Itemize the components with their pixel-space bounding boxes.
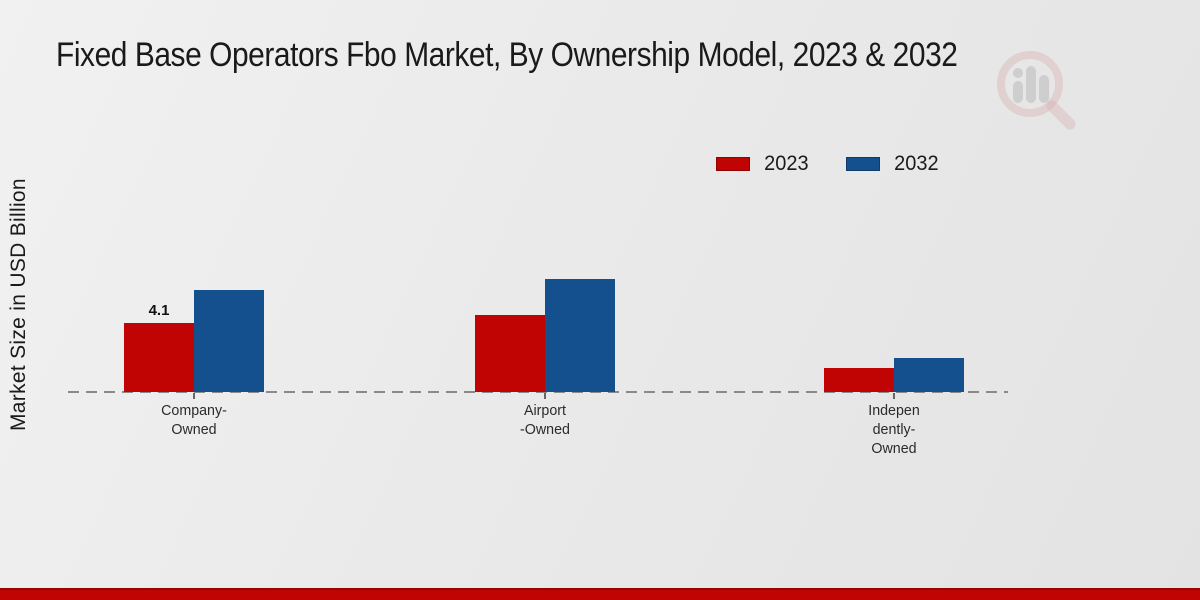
brand-watermark-logo [992,48,1087,133]
bar-2032-airport-owned [545,279,615,392]
legend: 2023 2032 [716,152,939,176]
legend-label-2032: 2032 [893,152,939,175]
x-axis-baseline [68,391,1008,393]
category-label-company-owned: Company- Owned [161,402,227,438]
bar-2032-independently-owned [894,358,964,392]
legend-swatch-2032 [845,157,880,171]
bar-2023-company-owned [124,323,194,392]
bar-2023-airport-owned [475,315,545,392]
magnifier-bar-chart-icon [997,51,1076,130]
footer-red-band [0,588,1200,600]
x-axis-tick [544,393,546,399]
x-axis-tick [893,393,895,399]
legend-item-2023: 2023 [716,152,810,176]
legend-item-2032: 2032 [845,152,940,176]
category-label-airport-owned: Airport -Owned [520,402,570,438]
bar-value-label: 4.1 [148,302,170,319]
legend-label-2023: 2023 [764,152,809,175]
category-label-independently-owned: Indepen dently- Owned [868,402,920,457]
bar-2023-independently-owned [824,368,894,392]
chart-title: Fixed Base Operators Fbo Market, By Owne… [56,36,1080,75]
x-axis-tick [193,393,195,399]
legend-swatch-2023 [716,157,750,171]
chart-title-text: Fixed Base Operators Fbo Market, By Owne… [56,36,958,74]
bar-2032-company-owned [194,290,264,392]
